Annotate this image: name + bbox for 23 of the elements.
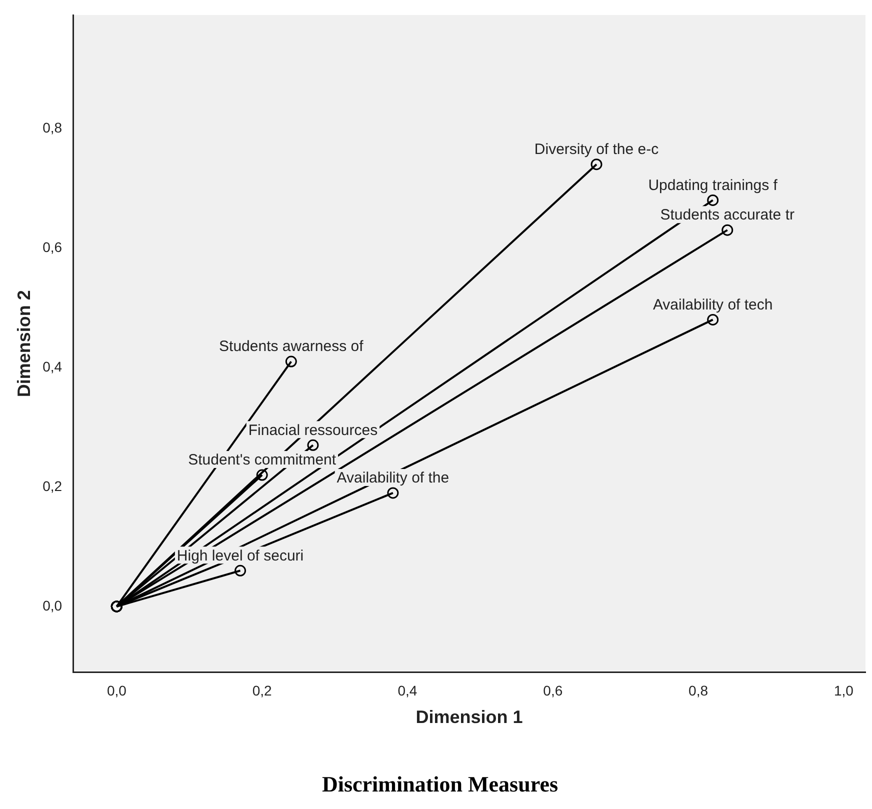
series-label: Diversity of the e-c xyxy=(534,141,660,158)
series-label: Availability of tech xyxy=(652,296,773,314)
y-tick-label: 0,8 xyxy=(42,119,62,136)
text: Discrimination Measures xyxy=(322,771,558,796)
series-label: Updating trainings f xyxy=(648,176,778,194)
y-tick-label: 0,6 xyxy=(42,238,62,255)
y-axis-title: Dimension 2 xyxy=(14,290,34,398)
series-label: Availability of the xyxy=(336,470,450,487)
y-tick-label: 0,4 xyxy=(42,358,62,374)
y-tick-label: 0,0 xyxy=(42,597,62,614)
x-tick-label: 1,0 xyxy=(834,682,854,698)
y-tick-label: 0,2 xyxy=(42,478,62,494)
series-label: High level of securi xyxy=(176,547,304,564)
series-label: Finacial ressources xyxy=(248,422,378,439)
series-label: Students accurate tr xyxy=(660,206,794,224)
series-label: Student's commitment xyxy=(188,452,337,469)
x-tick-label: 0,0 xyxy=(106,682,127,698)
x-tick-label: 0,6 xyxy=(543,682,563,698)
x-tick-label: 0,4 xyxy=(398,682,418,698)
series-label: Students awarness of xyxy=(219,338,364,356)
x-tick-label: 0,2 xyxy=(252,682,272,698)
x-tick-label: 0,8 xyxy=(688,682,708,698)
x-axis-title: Dimension 1 xyxy=(416,706,523,727)
